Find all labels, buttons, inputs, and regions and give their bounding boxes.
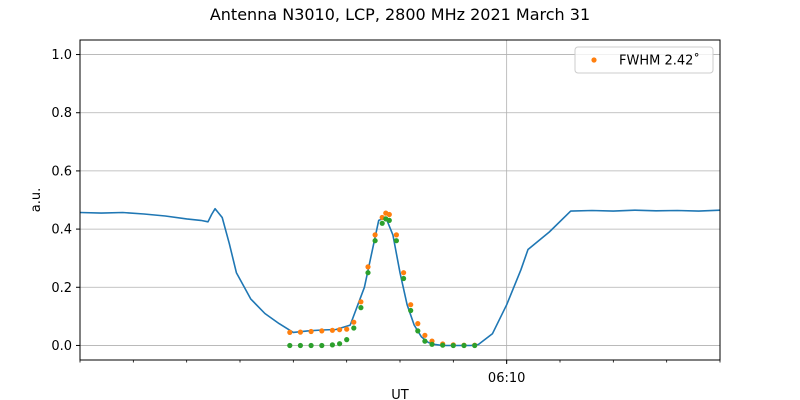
y-tick-label: 0.4 — [51, 223, 72, 238]
legend-label: FWHM 2.42˚ — [619, 53, 700, 69]
fit-point — [351, 325, 357, 331]
x-tick-label: 06:10 — [488, 371, 525, 386]
fwhm-point — [308, 328, 314, 335]
fit-point — [386, 217, 392, 223]
fwhm-point — [401, 270, 407, 276]
fit-point — [358, 305, 364, 311]
plot-frame — [79, 39, 721, 361]
fwhm-point — [319, 328, 325, 334]
grid-lines — [80, 40, 720, 360]
fwhm-point — [351, 319, 357, 325]
fit-point — [329, 342, 335, 348]
fwhm-point — [408, 302, 414, 308]
fit-point — [308, 342, 314, 349]
x-axis-label: UT — [391, 388, 409, 400]
fwhm-point — [329, 327, 335, 333]
fit-point — [461, 342, 467, 349]
fit-point — [297, 342, 303, 349]
fit-point — [450, 342, 456, 349]
fwhm-point — [393, 232, 399, 238]
y-axis-label: a.u. — [29, 188, 44, 212]
fit-point — [393, 238, 399, 244]
fwhm-point — [344, 326, 350, 332]
fit-point — [379, 220, 385, 226]
series-line — [79, 207, 721, 347]
fit-point — [472, 342, 478, 349]
fit-point — [415, 328, 421, 334]
y-tick-label: 0.2 — [51, 281, 72, 296]
fit-point — [429, 341, 435, 347]
fwhm-point — [386, 211, 392, 218]
legend-box — [574, 46, 714, 74]
fit-point — [365, 270, 371, 276]
fit-point — [344, 337, 350, 343]
fwhm-point — [297, 329, 303, 335]
plot-series — [79, 207, 721, 349]
y-tick-label: 1.0 — [51, 48, 72, 63]
y-tick-label: 0.8 — [51, 106, 72, 121]
fwhm-point — [337, 327, 343, 333]
fwhm-point — [415, 321, 421, 327]
fit-point — [408, 307, 414, 314]
fwhm-point — [365, 264, 371, 270]
legend-marker — [591, 57, 597, 63]
chart-title: Antenna N3010, LCP, 2800 MHz 2021 March … — [210, 5, 590, 24]
fit-point — [319, 342, 325, 349]
fwhm-point — [422, 332, 428, 338]
fwhm-point — [372, 232, 378, 238]
fit-point — [287, 342, 293, 349]
fit-point — [337, 341, 343, 347]
y-tick-label: 0.6 — [51, 164, 72, 179]
y-axis: 0.0 0.2 0.4 0.6 0.8 1.0 — [51, 48, 80, 354]
x-axis: 06:10 — [79, 360, 721, 386]
fit-point — [401, 275, 407, 282]
fwhm-point — [287, 329, 293, 335]
fit-point — [422, 338, 428, 344]
fit-point — [372, 238, 378, 244]
y-tick-label: 0.0 — [51, 339, 72, 354]
fit-point — [440, 342, 446, 348]
legend: FWHM 2.42˚ — [574, 46, 714, 74]
fwhm-point — [358, 299, 364, 305]
